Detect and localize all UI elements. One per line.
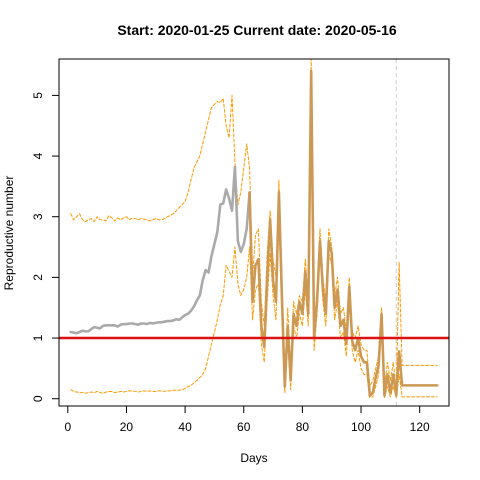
x-tick-label: 20 — [120, 420, 134, 434]
x-tick-label: 80 — [296, 420, 310, 434]
x-axis-label: Days — [240, 451, 267, 465]
plot-frame — [58, 58, 450, 407]
x-tick-label: 100 — [351, 420, 371, 434]
y-axis-label: Reproductive number — [2, 176, 16, 291]
x-tick-label: 60 — [237, 420, 251, 434]
x-tick-label: 40 — [178, 420, 192, 434]
plot-area — [59, 59, 449, 406]
y-tick-label: 3 — [31, 213, 45, 220]
y-tick-label: 1 — [31, 334, 45, 341]
y-tick-label: 4 — [31, 152, 45, 159]
series-estimate — [69, 165, 251, 335]
x-tick-label: 0 — [64, 420, 71, 434]
series-upper-bound — [70, 59, 438, 391]
x-tick-label: 120 — [410, 420, 430, 434]
y-tick-label: 0 — [31, 395, 45, 402]
y-tick-label: 2 — [31, 274, 45, 281]
series-lower-bound — [70, 82, 438, 399]
series-projection — [248, 69, 439, 397]
y-tick-label: 5 — [31, 92, 45, 99]
axes: 0 20 40 60 80 100 120 0 1 2 3 4 5 — [31, 58, 450, 434]
chart-title: Start: 2020-01-25 Current date: 2020-05-… — [117, 22, 397, 38]
